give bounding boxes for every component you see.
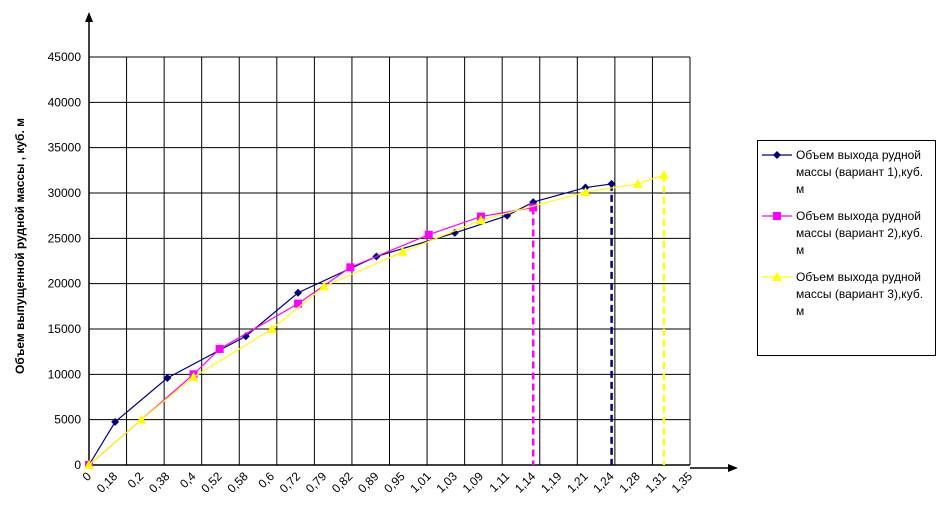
marker xyxy=(215,344,224,353)
legend-icon xyxy=(762,212,792,220)
x-tick-label: 0,6 xyxy=(255,469,277,491)
y-tick-label: 40000 xyxy=(48,95,82,109)
marker xyxy=(397,246,408,256)
marker xyxy=(111,417,120,426)
x-tick-label: 0,38 xyxy=(146,469,173,496)
x-arrow-head xyxy=(728,464,738,472)
legend-entry: Объем выхода рудной массы (вариант 3),ку… xyxy=(762,269,931,320)
x-tick-label: 0,82 xyxy=(329,469,356,496)
y-tick-label: 35000 xyxy=(48,141,82,155)
legend-label: Объем выхода рудной массы (вариант 2),ку… xyxy=(796,209,924,257)
x-tick-label: 0,89 xyxy=(355,469,382,496)
series-line xyxy=(88,206,534,466)
x-tick-label: 1,11 xyxy=(486,469,512,495)
x-tick-label: 0,52 xyxy=(198,469,225,496)
x-tick-label: 0,95 xyxy=(381,469,408,496)
x-tick-label: 1,31 xyxy=(643,469,670,496)
x-tick-label: 1,21 xyxy=(564,469,591,496)
x-tick-label: 0,58 xyxy=(224,469,251,496)
x-tick-label: 0,18 xyxy=(94,469,121,496)
x-tick-label: 1,24 xyxy=(590,469,617,496)
y-axis-label: Объем выпущенной рудной массы , куб. м xyxy=(13,118,27,374)
legend-label: Объем выхода рудной массы (вариант 1),ку… xyxy=(796,148,924,196)
y-tick-label: 20000 xyxy=(48,277,82,291)
x-tick-label: 0,2 xyxy=(125,469,147,491)
marker xyxy=(607,179,616,188)
marker xyxy=(773,151,781,159)
marker xyxy=(163,373,172,382)
y-tick-label: 0 xyxy=(74,458,81,472)
x-tick-label: 1,35 xyxy=(669,469,696,496)
marker xyxy=(346,263,355,272)
x-tick-label: 1,14 xyxy=(512,469,539,496)
marker xyxy=(84,460,94,469)
x-tick-label: 1,03 xyxy=(434,469,461,496)
marker xyxy=(632,178,643,188)
marker xyxy=(294,288,303,297)
marker xyxy=(266,324,277,333)
y-tick-label: 15000 xyxy=(48,322,82,336)
x-tick-label: 1,01 xyxy=(407,469,434,496)
y-tick-label: 30000 xyxy=(48,186,82,200)
marker xyxy=(241,332,250,341)
x-tick-label: 1,28 xyxy=(616,469,643,496)
legend-entry: Объем выхода рудной массы (вариант 1),ку… xyxy=(762,147,931,198)
marker xyxy=(450,228,459,237)
x-tick-label: 0,79 xyxy=(303,469,330,496)
y-tick-label: 45000 xyxy=(48,50,82,64)
marker xyxy=(475,215,486,225)
y-tick-label: 5000 xyxy=(54,413,81,427)
x-tick-label: 0,4 xyxy=(177,469,199,491)
marker xyxy=(294,299,303,308)
legend-icon xyxy=(762,151,792,159)
legend: Объем выхода рудной массы (вариант 1),ку… xyxy=(757,140,936,356)
marker xyxy=(136,414,147,424)
legend-icon xyxy=(762,272,792,281)
marker xyxy=(319,281,330,291)
x-tick-label: 0,72 xyxy=(277,469,304,496)
marker xyxy=(580,187,591,197)
marker xyxy=(188,372,199,382)
marker xyxy=(529,203,538,212)
series-line xyxy=(88,174,665,466)
y-tick-label: 10000 xyxy=(48,367,82,381)
marker xyxy=(424,230,433,239)
x-tick-label: 1,19 xyxy=(538,469,565,496)
marker xyxy=(658,169,669,179)
marker xyxy=(772,272,782,281)
y-arrow-head xyxy=(85,12,93,22)
chart: Объем выпущенной рудной массы , куб. м 0… xyxy=(13,12,738,496)
x-tick-label: 1,09 xyxy=(460,469,487,496)
x-tick-label: 0 xyxy=(79,469,94,484)
marker xyxy=(773,212,781,220)
legend-entry: Объем выхода рудной массы (вариант 2),ку… xyxy=(762,208,931,259)
legend-label: Объем выхода рудной массы (вариант 3),ку… xyxy=(796,270,924,318)
y-tick-label: 25000 xyxy=(48,231,82,245)
